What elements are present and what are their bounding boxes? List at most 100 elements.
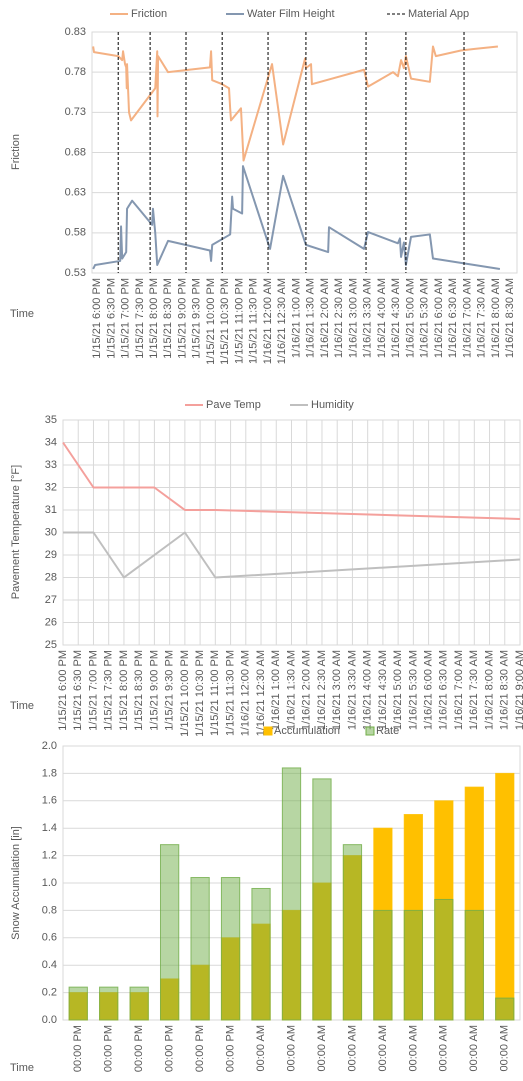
x-tick-label: 00:00 PM xyxy=(103,1025,115,1072)
legend-label: Pave Temp xyxy=(206,399,261,411)
y-tick-label: 2.0 xyxy=(42,740,57,752)
y-tick-label: 32 xyxy=(45,481,57,493)
x-tick-label: 1/16/21 12:00 AM xyxy=(240,650,252,736)
x-tick-label: 00:00 PM xyxy=(133,1025,145,1072)
x-tick-label: 1/16/21 12:30 AM xyxy=(255,650,267,736)
bar xyxy=(281,767,302,1021)
y-tick-label: 35 xyxy=(45,414,57,426)
x-tick-label: 00:00 PM xyxy=(164,1025,176,1072)
y-axis-title: Pavement Temperature [°F] xyxy=(10,465,22,599)
x-tick-label: 1/16/21 7:30 AM xyxy=(476,278,488,358)
bar xyxy=(251,887,271,1021)
y-tick-label: 0.63 xyxy=(65,187,86,199)
x-tick-label: 1/16/21 6:00 AM xyxy=(433,278,445,358)
x-tick-label: 1/16/21 6:30 AM xyxy=(447,278,459,358)
y-tick-label: 25 xyxy=(45,639,57,651)
legend-label: Accumulation xyxy=(274,725,340,737)
x-tick-label: 1/15/21 11:00 PM xyxy=(209,650,221,736)
x-tick-label: 00:00 AM xyxy=(468,1025,480,1071)
x-tick-label: 1/16/21 5:00 AM xyxy=(404,278,416,358)
x-tick-label: 1/16/21 2:00 AM xyxy=(319,278,331,358)
legend-marker xyxy=(263,726,273,736)
x-tick-label: 00:00 AM xyxy=(346,1025,358,1071)
x-tick-label: 1/16/21 3:00 AM xyxy=(347,278,359,358)
x-tick-label: 1/16/21 8:30 AM xyxy=(499,650,511,730)
x-tick-label: 1/16/21 1:30 AM xyxy=(305,278,317,358)
x-tick-label: 1/15/21 8:30 PM xyxy=(133,650,145,731)
bar xyxy=(68,986,88,1021)
line-series xyxy=(63,531,521,579)
bar xyxy=(373,909,393,1021)
x-tick-label: 1/15/21 8:30 PM xyxy=(162,278,174,359)
legend-label: Friction xyxy=(131,8,167,20)
x-tick-label: 00:00 PM xyxy=(224,1025,236,1072)
bar xyxy=(312,778,332,1021)
x-tick-label: 1/16/21 2:30 AM xyxy=(316,650,328,730)
bar xyxy=(159,844,180,1021)
x-tick-label: 00:00 PM xyxy=(72,1025,84,1072)
bar xyxy=(464,909,484,1021)
y-tick-label: 0.78 xyxy=(65,66,86,78)
y-tick-label: 0.6 xyxy=(42,932,57,944)
x-tick-label: 1/16/21 6:00 AM xyxy=(423,650,435,730)
legend-marker xyxy=(365,726,375,736)
x-tick-label: 1/16/21 7:30 AM xyxy=(468,650,480,730)
x-tick-label: 1/15/21 10:30 PM xyxy=(194,650,206,737)
x-tick-label: 1/15/21 7:00 PM xyxy=(120,278,132,359)
x-tick-label: 1/15/21 10:00 PM xyxy=(205,278,217,365)
x-tick-label: 1/15/21 10:00 PM xyxy=(179,650,191,737)
x-tick-label: 1/15/21 6:30 PM xyxy=(105,278,117,359)
y-tick-label: 0.68 xyxy=(65,146,86,158)
y-tick-label: 1.0 xyxy=(42,877,57,889)
x-tick-label: 1/15/21 11:30 PM xyxy=(224,650,236,736)
y-tick-label: 0.0 xyxy=(42,1014,57,1026)
y-tick-label: 26 xyxy=(45,616,57,628)
y-tick-label: 31 xyxy=(45,504,57,516)
y-axis-title: Snow Accumulation [in] xyxy=(10,826,22,940)
y-tick-label: 0.4 xyxy=(42,959,57,971)
x-axis-title: Time xyxy=(10,700,34,712)
x-tick-label: 00:00 AM xyxy=(316,1025,328,1071)
y-tick-label: 1.8 xyxy=(42,767,57,779)
x-tick-label: 1/16/21 12:30 AM xyxy=(276,278,288,364)
x-tick-label: 1/16/21 1:30 AM xyxy=(285,650,297,730)
x-tick-label: 1/16/21 8:00 AM xyxy=(490,278,502,358)
line-series xyxy=(92,45,499,162)
x-tick-label: 1/15/21 9:30 PM xyxy=(164,650,176,731)
bar xyxy=(403,909,424,1021)
x-tick-label: 1/15/21 7:30 PM xyxy=(134,278,146,359)
x-tick-label: 1/16/21 8:00 AM xyxy=(483,650,495,730)
x-tick-label: 1/15/21 6:00 PM xyxy=(57,650,69,731)
x-tick-label: 1/16/21 5:00 AM xyxy=(392,650,404,730)
x-tick-label: 1/16/21 5:30 AM xyxy=(419,278,431,358)
bar xyxy=(342,844,363,1021)
x-tick-label: 1/16/21 5:30 AM xyxy=(407,650,419,730)
x-axis-title: Time xyxy=(10,308,34,320)
x-tick-label: 1/16/21 2:00 AM xyxy=(301,650,313,730)
legend-label: Humidity xyxy=(311,399,354,411)
y-axis-title: Friction xyxy=(10,134,22,170)
y-tick-label: 29 xyxy=(45,549,57,561)
x-tick-label: 00:00 AM xyxy=(285,1025,297,1071)
x-tick-label: 1/15/21 9:30 PM xyxy=(191,278,203,359)
x-tick-label: 00:00 AM xyxy=(377,1025,389,1071)
x-tick-label: 1/16/21 7:00 AM xyxy=(461,278,473,358)
x-tick-label: 00:00 AM xyxy=(438,1025,450,1071)
y-tick-label: 34 xyxy=(45,436,57,448)
bar xyxy=(434,898,454,1021)
x-tick-label: 1/15/21 7:30 PM xyxy=(103,650,115,731)
y-tick-label: 28 xyxy=(45,571,57,583)
x-tick-label: 1/15/21 8:00 PM xyxy=(148,278,160,359)
x-tick-label: 1/16/21 1:00 AM xyxy=(290,278,302,358)
y-tick-label: 1.6 xyxy=(42,795,57,807)
y-tick-label: 0.53 xyxy=(65,267,86,279)
y-tick-label: 30 xyxy=(45,526,57,538)
y-tick-label: 1.2 xyxy=(42,850,57,862)
y-tick-label: 0.2 xyxy=(42,987,57,999)
x-tick-label: 1/16/21 3:30 AM xyxy=(346,650,358,730)
x-tick-label: 00:00 AM xyxy=(255,1025,267,1071)
x-tick-label: 00:00 AM xyxy=(407,1025,419,1071)
bar xyxy=(220,877,241,1021)
x-tick-label: 1/16/21 4:00 AM xyxy=(362,650,374,730)
